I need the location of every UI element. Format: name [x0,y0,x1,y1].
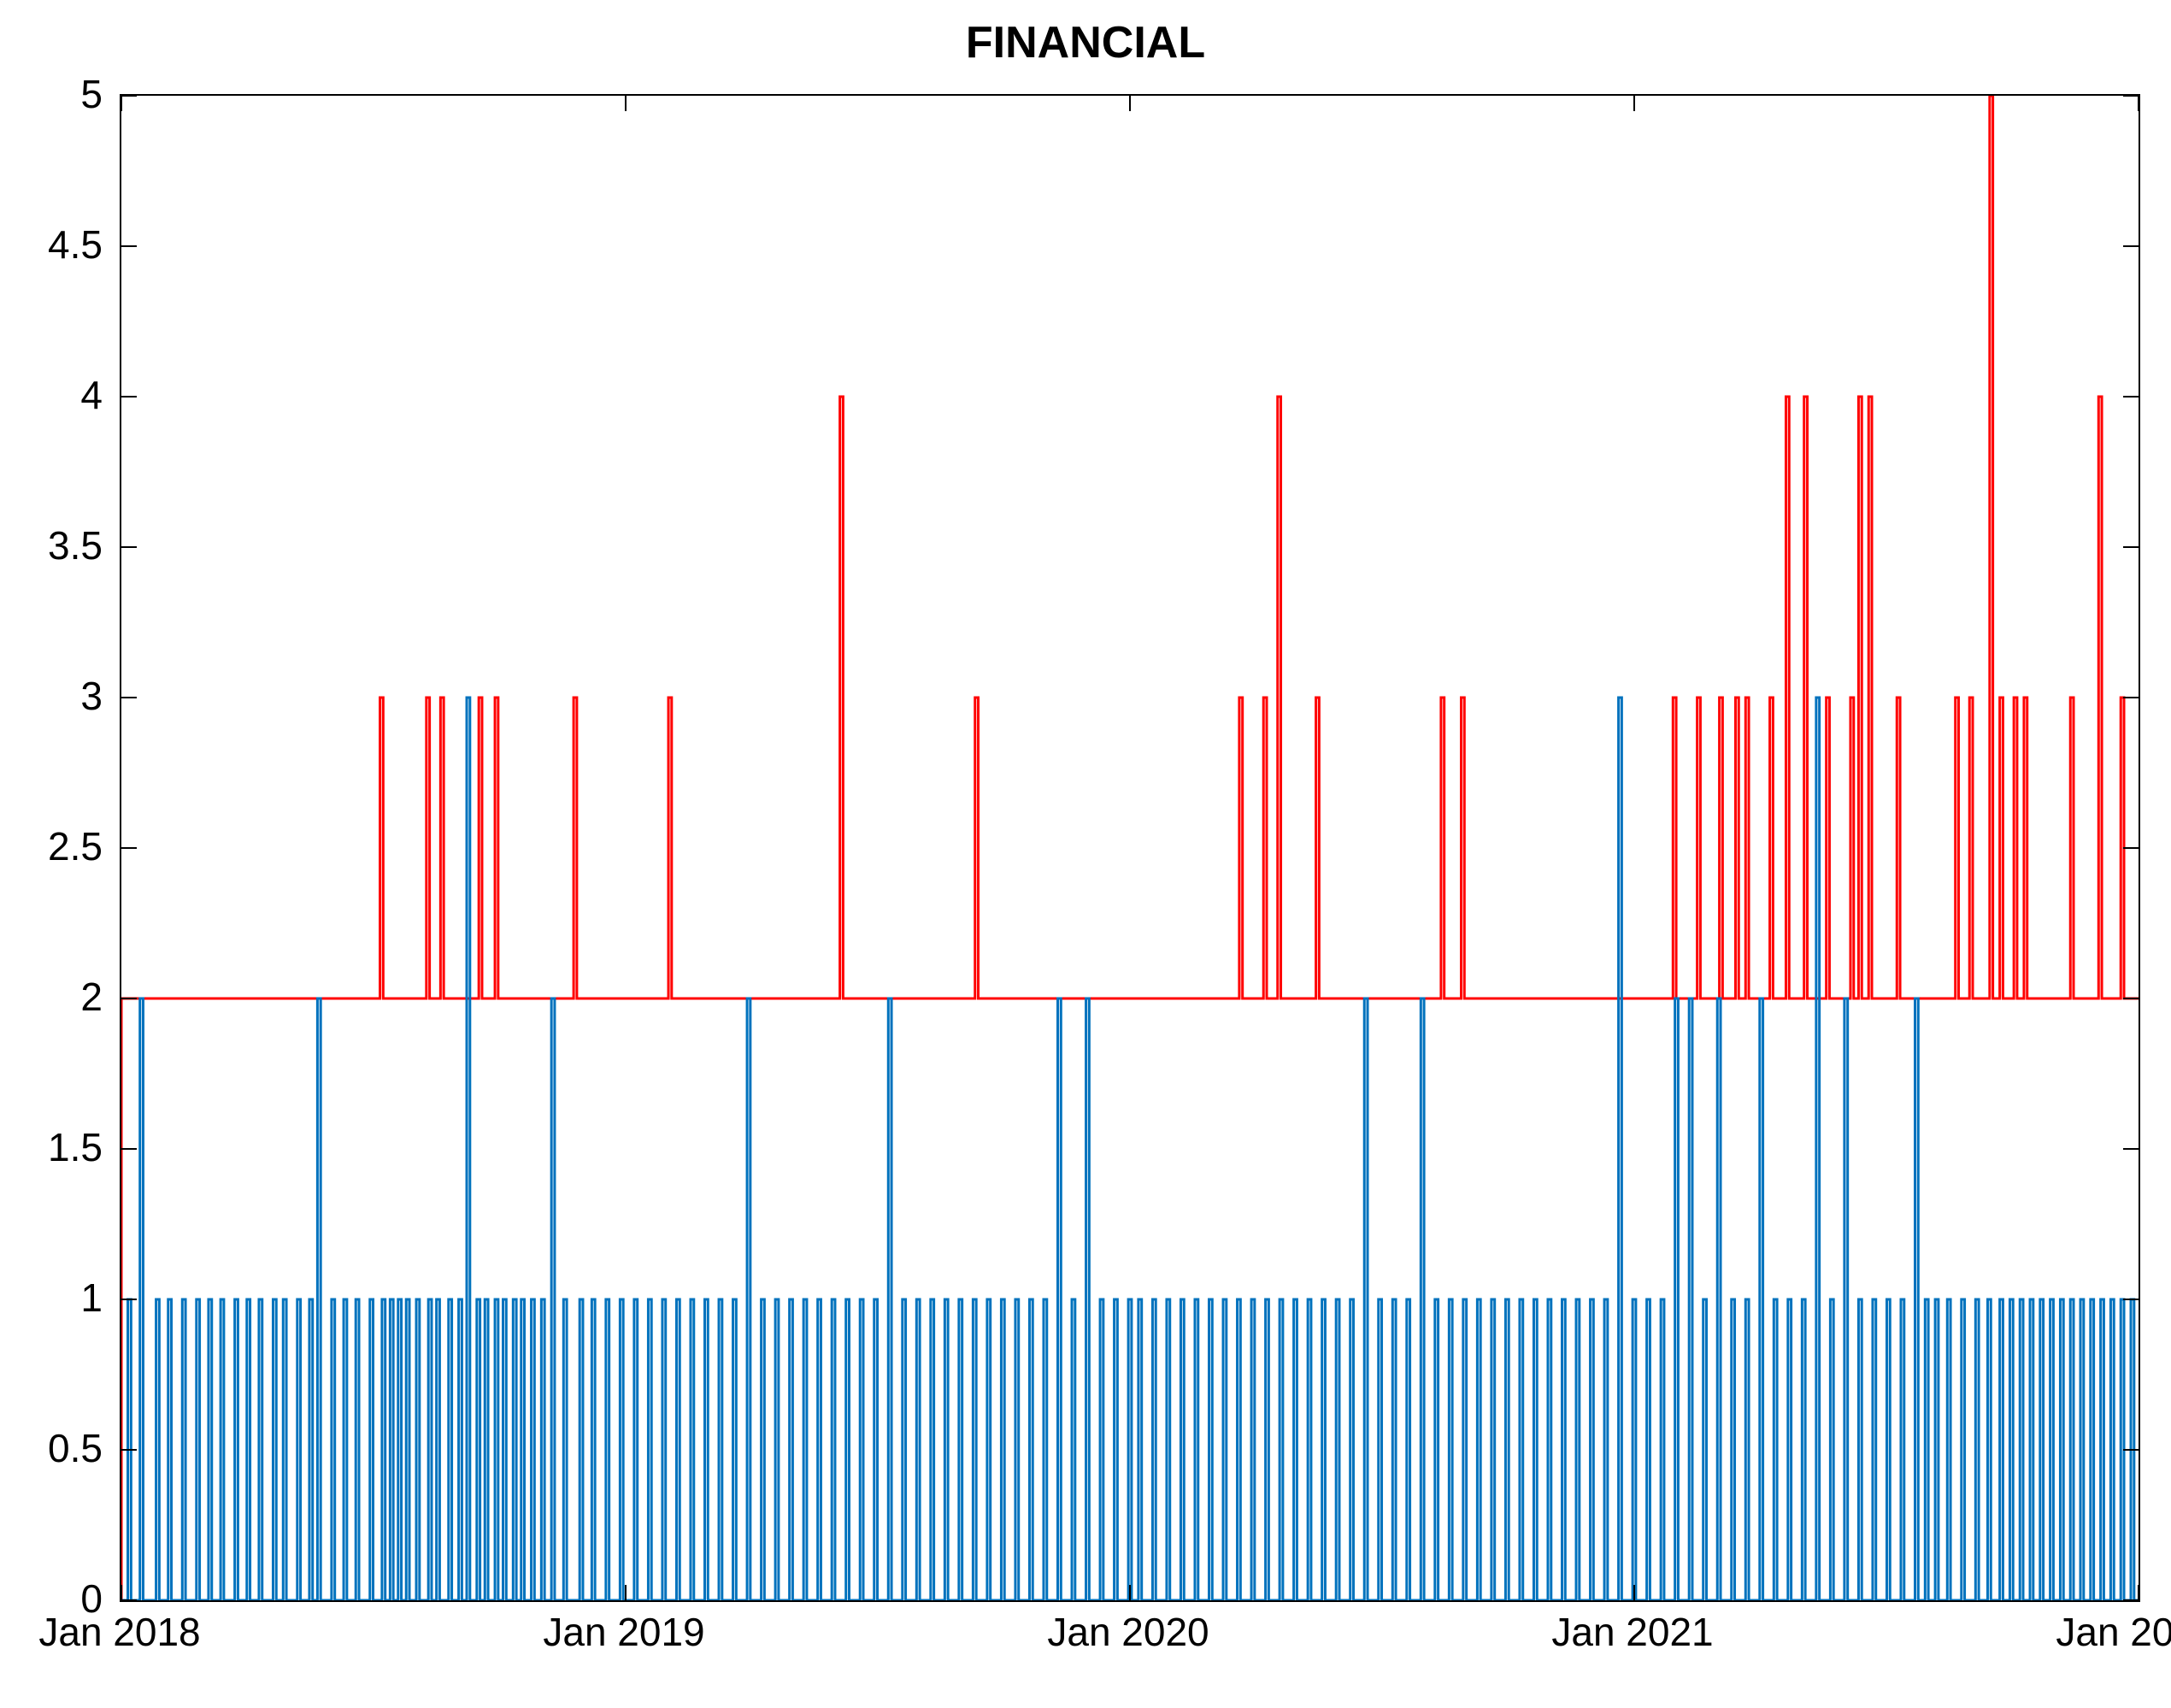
ytick-mark [2123,1299,2139,1300]
chart-title: FINANCIAL [0,17,2171,68]
ytick-label: 2.5 [17,823,103,869]
blue-series-path [121,698,2139,1600]
ytick-mark [2123,396,2139,398]
chart-container: FINANCIAL 00.511.522.533.544.55Jan 2018J… [0,0,2171,1708]
xtick-mark [2138,96,2139,111]
ytick-mark [121,396,137,398]
xtick-mark [1633,1585,1635,1600]
xtick-label: Jan 2022 [2009,1609,2171,1655]
xtick-mark [1633,96,1635,111]
xtick-mark [2138,1585,2139,1600]
xtick-label: Jan 2020 [1000,1609,1256,1655]
ytick-mark [121,95,137,97]
ytick-mark [121,1299,137,1300]
red-series-path [121,96,2139,1600]
chart-svg [121,96,2139,1600]
xtick-mark [1129,1585,1131,1600]
xtick-label: Jan 2021 [1504,1609,1761,1655]
ytick-label: 1.5 [17,1124,103,1170]
ytick-mark [2123,998,2139,999]
ytick-label: 1 [17,1275,103,1321]
xtick-mark [1129,96,1131,111]
ytick-mark [121,1599,137,1601]
plot-area [120,94,2140,1602]
ytick-mark [121,546,137,548]
xtick-mark [625,96,627,111]
ytick-mark [2123,847,2139,849]
ytick-mark [121,998,137,999]
xtick-label: Jan 2018 [0,1609,248,1655]
xtick-mark [121,1585,122,1600]
ytick-mark [2123,95,2139,97]
ytick-label: 4.5 [17,221,103,268]
ytick-mark [2123,697,2139,698]
ytick-mark [2123,546,2139,548]
ytick-mark [121,697,137,698]
ytick-label: 4 [17,372,103,418]
ytick-mark [121,245,137,247]
ytick-mark [2123,245,2139,247]
ytick-label: 2 [17,974,103,1020]
ytick-label: 0.5 [17,1425,103,1471]
ytick-mark [121,847,137,849]
ytick-label: 3 [17,673,103,719]
ytick-mark [121,1148,137,1150]
ytick-mark [2123,1599,2139,1601]
xtick-mark [121,96,122,111]
ytick-label: 5 [17,71,103,117]
xtick-mark [625,1585,627,1600]
ytick-mark [2123,1148,2139,1150]
ytick-label: 3.5 [17,522,103,568]
ytick-mark [2123,1449,2139,1451]
xtick-label: Jan 2019 [496,1609,752,1655]
ytick-mark [121,1449,137,1451]
